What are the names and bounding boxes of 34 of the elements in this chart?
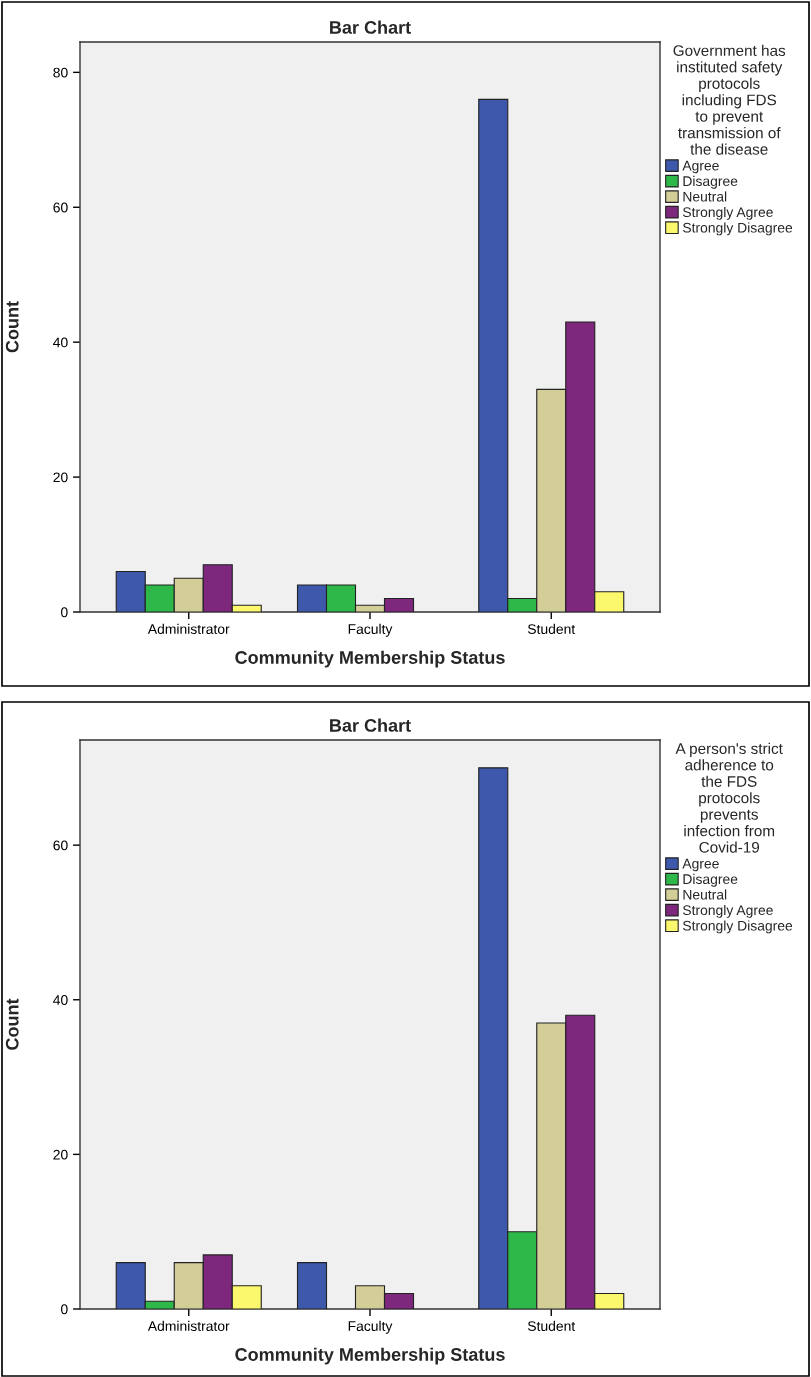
x-tick-label: Student (527, 623, 576, 635)
y-tick-label: 20 (53, 1149, 68, 1160)
x-axis-title: Community Membership Status (235, 650, 505, 668)
y-tick-label: 20 (53, 472, 68, 483)
legend-label: Strongly Agree (682, 206, 773, 220)
x-tick-label: Student (527, 1320, 576, 1332)
y-tick-label: 60 (53, 202, 68, 213)
y-axis-title: Count (5, 301, 19, 353)
legend-label: Disagree (683, 873, 738, 887)
chart-title: Bar Chart (330, 718, 411, 732)
y-tick-label: 60 (53, 840, 68, 851)
legend-label: Strongly Disagree (682, 920, 793, 934)
legend-label: Strongly Disagree (682, 222, 793, 236)
bar (296, 1262, 328, 1309)
x-tick-label: Administrator (147, 1320, 230, 1332)
legend-label: Neutral (683, 889, 727, 900)
legend-label: Strongly Agree (682, 904, 773, 918)
y-tick-label: 0 (61, 1304, 68, 1315)
y-axis-title: Count (5, 998, 19, 1050)
chart-title: Bar Chart (330, 20, 411, 34)
y-tick-label: 0 (61, 607, 68, 618)
x-axis-title: Community Membership Status (235, 1347, 505, 1365)
y-tick-label: 40 (53, 995, 68, 1005)
legend-label: Neutral (683, 191, 727, 202)
legend-label: Agree (682, 858, 719, 872)
y-tick-label: 80 (53, 67, 68, 78)
x-tick-label: Faculty (348, 623, 393, 637)
y-tick-label: 40 (53, 337, 68, 348)
legend-label: Disagree (683, 175, 738, 189)
legend-label: Agree (682, 160, 719, 174)
legend-title: Government has instituted safety protocols including FDS to prevent transmission of the disease (673, 44, 786, 155)
legend-title: A person's strict adherence to the FDS protocols prevents infection from Covid-19 (675, 742, 783, 853)
x-tick-label: Administrator (147, 623, 230, 635)
x-tick-label: Faculty (348, 1320, 393, 1334)
